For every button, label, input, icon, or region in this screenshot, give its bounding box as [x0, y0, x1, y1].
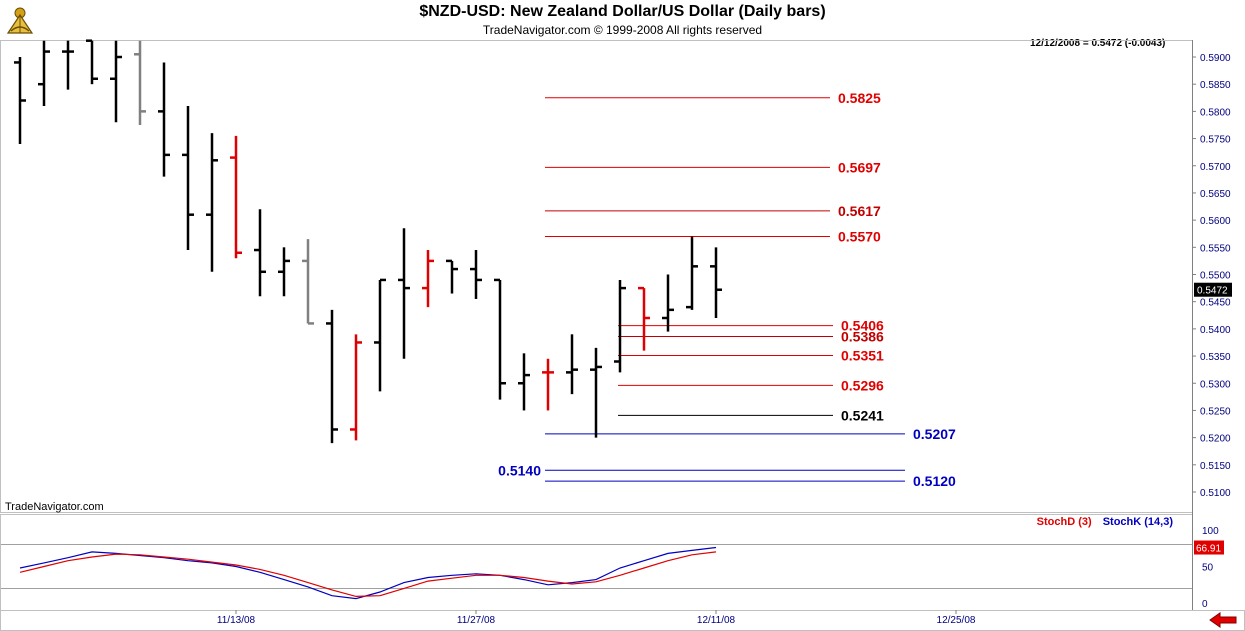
price-tick-label: 0.5400 [1200, 325, 1231, 336]
price-panel-frame [0, 40, 1193, 513]
last-quote-readout: 12/12/2008 = 0.5472 (-0.0043) [1030, 38, 1166, 49]
price-tick-label: 0.5100 [1200, 488, 1231, 499]
stoch-k-label: StochK (14,3) [1102, 516, 1173, 528]
level-label: 0.5207 [913, 426, 956, 442]
price-tick-label: 0.5700 [1200, 162, 1231, 173]
price-tick-label: 0.5450 [1200, 298, 1231, 309]
date-tick-label: 12/25/08 [937, 615, 976, 626]
level-label: 0.5697 [838, 159, 881, 175]
last-price-label: 0.5472 [1197, 286, 1228, 297]
chart-title: $NZD-USD: New Zealand Dollar/US Dollar (… [419, 3, 826, 20]
stoch-d-label: StochD (3) [1036, 516, 1092, 528]
last-price-box [1194, 282, 1232, 297]
price-tick-label: 0.5350 [1200, 352, 1231, 363]
level-label: 0.5570 [838, 228, 881, 244]
level-label: 0.5386 [841, 328, 884, 344]
price-tick-label: 0.5850 [1200, 80, 1231, 91]
stoch-last-box [1194, 540, 1224, 555]
price-tick-label: 0.5900 [1200, 53, 1231, 64]
sextant-logo-icon [6, 7, 34, 34]
watermark: TradeNavigator.com [5, 501, 104, 513]
chart-subtitle: TradeNavigator.com © 1999-2008 All right… [482, 23, 763, 37]
price-tick-label: 0.5250 [1200, 406, 1231, 417]
price-tick-label: 0.5600 [1200, 216, 1231, 227]
red-left-arrow-icon[interactable] [1208, 612, 1238, 628]
price-tick-label: 0.5150 [1200, 461, 1231, 472]
level-label: 0.5241 [841, 407, 884, 423]
level-label: 0.5120 [913, 473, 956, 489]
price-tick-label: 0.5650 [1200, 189, 1231, 200]
level-label: 0.5296 [841, 377, 884, 393]
stoch-legend: StochD (3) StochK (14,3) [1037, 516, 1173, 528]
date-tick-label: 12/11/08 [697, 615, 736, 626]
date-tick-label: 11/13/08 [217, 615, 256, 626]
stoch-d-line [19, 551, 717, 598]
stoch-k-line [19, 546, 717, 600]
stoch-tick-label: 50 [1202, 563, 1214, 574]
stoch-tick-label: 0 [1202, 599, 1208, 610]
price-tick-label: 0.5200 [1200, 434, 1231, 445]
price-tick-label: 0.5800 [1200, 107, 1231, 118]
price-tick-label: 0.5300 [1200, 379, 1231, 390]
level-label: 0.5406 [841, 318, 884, 334]
price-tick-label: 0.5750 [1200, 135, 1231, 146]
stoch-last-label: 66.91 [1196, 544, 1221, 555]
level-label: 0.5351 [841, 348, 884, 364]
date-tick-label: 11/27/08 [457, 615, 496, 626]
price-tick-label: 0.5500 [1200, 271, 1231, 282]
level-label: 0.5140 [498, 462, 541, 478]
stoch-tick-label: 100 [1202, 526, 1219, 537]
price-tick-label: 0.5550 [1200, 243, 1231, 254]
stoch-panel-frame [0, 514, 1193, 611]
level-label: 0.5617 [838, 203, 881, 219]
level-label: 0.5825 [838, 90, 881, 106]
time-axis-frame [0, 610, 1245, 631]
